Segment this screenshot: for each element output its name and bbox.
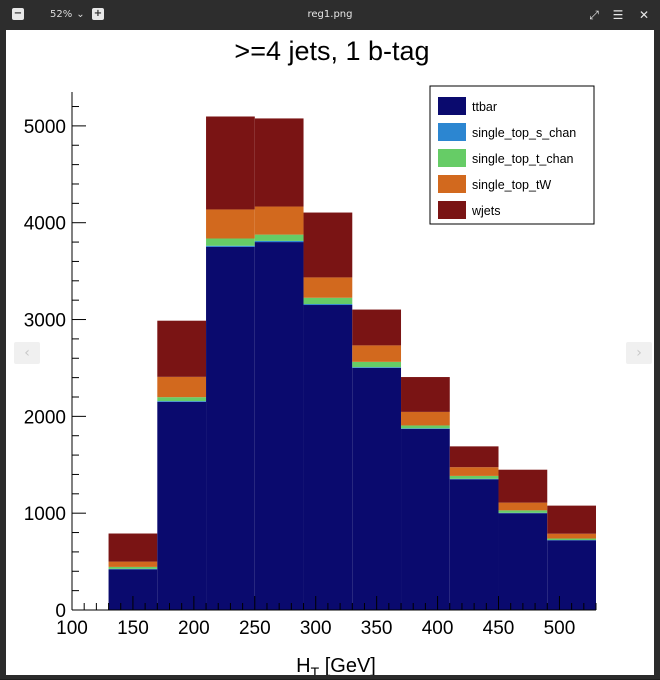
bar-ttbar-bin-3 <box>255 242 304 610</box>
bar-single-top-t-chan-bin-9 <box>547 539 596 540</box>
bar-wjets-bin-0 <box>109 534 158 562</box>
bar-ttbar-bin-8 <box>499 513 548 610</box>
bar-wjets-bin-7 <box>450 446 499 467</box>
bar-single-top-t-chan-bin-5 <box>352 362 401 367</box>
y-tick-label: 1000 <box>24 504 66 525</box>
legend-label-single-top-tW: single_top_tW <box>472 178 551 192</box>
bar-ttbar-bin-5 <box>352 368 401 610</box>
y-tick-label: 2000 <box>24 407 66 428</box>
fullscreen-icon[interactable]: ⤢ <box>584 6 604 24</box>
bar-single-top-t-chan-bin-4 <box>304 298 353 304</box>
menu-icon[interactable]: ☰ <box>608 6 628 24</box>
bar-single-top-tW-bin-8 <box>499 503 548 511</box>
bar-single-top-t-chan-bin-8 <box>499 510 548 512</box>
legend-swatch-single-top-s-chan <box>438 123 466 141</box>
bar-single-top-t-chan-bin-3 <box>255 235 304 241</box>
bar-single-top-tW-bin-7 <box>450 467 499 476</box>
bar-ttbar-bin-1 <box>157 402 206 610</box>
legend-swatch-single-top-tW <box>438 175 466 193</box>
bar-single-top-s-chan-bin-2 <box>206 246 255 247</box>
x-tick-label: 350 <box>361 618 393 639</box>
bar-single-top-tW-bin-6 <box>401 412 450 426</box>
bar-wjets-bin-4 <box>304 213 353 278</box>
bar-wjets-bin-8 <box>499 470 548 503</box>
bar-single-top-tW-bin-9 <box>547 534 596 539</box>
x-tick-label: 200 <box>178 618 210 639</box>
bar-wjets-bin-9 <box>547 506 596 534</box>
legend: ttbar single_top_s_chan single_top_t_chans… <box>430 86 594 224</box>
bar-wjets-bin-3 <box>255 118 304 206</box>
bar-single-top-tW-bin-0 <box>109 562 158 567</box>
bar-wjets-bin-2 <box>206 116 255 209</box>
bar-single-top-t-chan-bin-1 <box>157 397 206 401</box>
x-label-unit: [GeV] <box>319 655 376 675</box>
x-tick-label: 450 <box>483 618 515 639</box>
close-icon[interactable]: ✕ <box>634 6 654 24</box>
title-bar: − 52%⌄ + reg1.png ⤢ ☰ ✕ <box>0 0 660 30</box>
bar-ttbar-bin-7 <box>450 479 499 610</box>
x-label-h: H <box>296 655 310 675</box>
next-image-button[interactable]: › <box>626 342 652 364</box>
chart-title: >=4 jets, 1 b-tag <box>234 36 429 66</box>
bar-single-top-tW-bin-3 <box>255 207 304 235</box>
bar-wjets-bin-6 <box>401 377 450 412</box>
bar-single-top-tW-bin-1 <box>157 377 206 397</box>
histogram-chart: >=4 jets, 1 b-tag 0100020003000400050001… <box>6 30 654 675</box>
y-tick-label: 5000 <box>24 117 66 138</box>
bar-wjets-bin-5 <box>352 310 401 346</box>
legend-label-single-top-t-chan: single_top_t_chan <box>472 152 574 166</box>
bar-wjets-bin-1 <box>157 321 206 377</box>
y-tick-label: 3000 <box>24 311 66 332</box>
legend-label-wjets: wjets <box>471 204 500 218</box>
x-tick-label: 100 <box>56 618 88 639</box>
bar-ttbar-bin-6 <box>401 429 450 610</box>
bar-single-top-tW-bin-2 <box>206 209 255 238</box>
y-tick-label: 4000 <box>24 214 66 235</box>
bar-single-top-tW-bin-4 <box>304 277 353 297</box>
bar-single-top-t-chan-bin-2 <box>206 238 255 245</box>
bar-single-top-s-chan-bin-3 <box>255 241 304 242</box>
legend-swatch-ttbar <box>438 97 466 115</box>
bar-single-top-s-chan-bin-4 <box>304 304 353 305</box>
x-tick-label: 400 <box>422 618 454 639</box>
bar-single-top-tW-bin-5 <box>352 345 401 361</box>
bar-single-top-t-chan-bin-6 <box>401 425 450 428</box>
x-tick-label: 250 <box>239 618 271 639</box>
x-tick-label: 300 <box>300 618 332 639</box>
legend-label-ttbar: ttbar <box>472 100 497 114</box>
bar-ttbar-bin-2 <box>206 247 255 610</box>
x-axis-label: HT [GeV] <box>296 655 376 675</box>
previous-image-button[interactable]: ‹ <box>14 342 40 364</box>
x-tick-label: 150 <box>117 618 149 639</box>
bar-single-top-t-chan-bin-7 <box>450 476 499 479</box>
bar-ttbar-bin-9 <box>547 540 596 610</box>
legend-swatch-single-top-t-chan <box>438 149 466 167</box>
legend-swatch-wjets <box>438 201 466 219</box>
bar-single-top-s-chan-bin-1 <box>157 401 206 402</box>
bar-single-top-t-chan-bin-0 <box>109 567 158 569</box>
bar-single-top-s-chan-bin-5 <box>352 367 401 368</box>
x-tick-label: 500 <box>544 618 576 639</box>
legend-label-single-top-s-chan: single_top_s_chan <box>472 126 576 140</box>
bar-ttbar-bin-4 <box>304 305 353 610</box>
bar-single-top-s-chan-bin-6 <box>401 428 450 429</box>
window-title: reg1.png <box>0 8 660 22</box>
